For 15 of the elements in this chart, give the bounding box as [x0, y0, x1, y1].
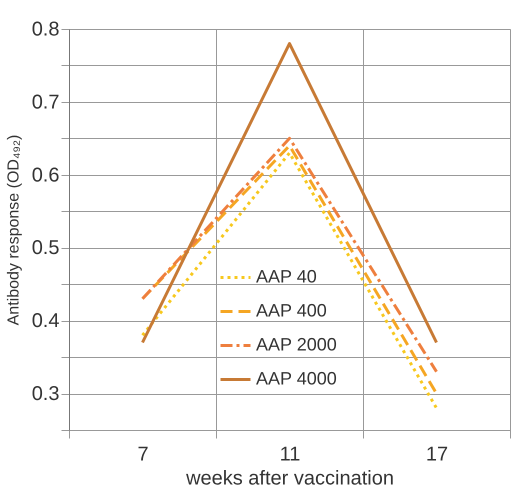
x-tick-label: 11 [280, 444, 300, 466]
y-tick-label: 0.5 [32, 237, 60, 260]
y-tick-label: 0.6 [32, 164, 60, 186]
y-tick-label: 0.3 [32, 383, 60, 406]
legend-label: AAP 400 [256, 300, 327, 320]
legend-label: AAP 2000 [256, 334, 337, 354]
y-axis-title: Antibody response (OD₄₉₂) [6, 134, 23, 326]
legend-label: AAP 4000 [256, 368, 337, 388]
y-tick-label: 0.8 [32, 18, 60, 40]
x-tick-label: 17 [426, 444, 448, 466]
x-axis-title: weeks after vaccination [185, 468, 394, 490]
x-tick-label: 7 [137, 444, 149, 466]
y-tick-label: 0.7 [32, 91, 60, 114]
legend-label: AAP 40 [256, 266, 317, 286]
y-tick-label: 0.4 [32, 310, 60, 332]
